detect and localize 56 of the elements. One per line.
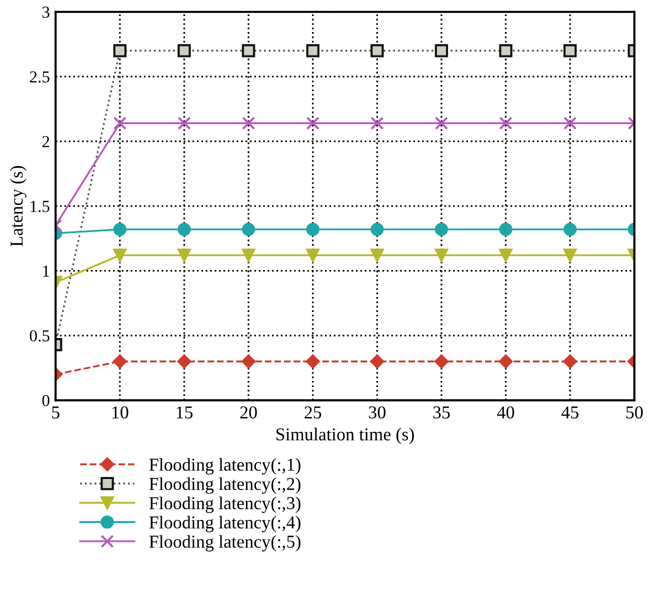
point — [370, 248, 384, 262]
legend-label: Flooding latency(:,4) — [149, 516, 300, 532]
y-tick-label: 0 — [42, 394, 50, 406]
point — [370, 222, 384, 236]
y-tick-label: 0.5 — [30, 330, 50, 342]
point — [242, 222, 256, 236]
point — [370, 116, 384, 130]
x-tick-label: 40 — [497, 406, 514, 419]
point — [113, 248, 126, 262]
point — [563, 354, 578, 368]
legend-label: Flooding latency(:,1) — [149, 458, 300, 475]
point — [306, 116, 320, 130]
point — [434, 116, 448, 130]
point — [177, 354, 192, 368]
x-tick-label: 15 — [176, 406, 193, 419]
point — [306, 222, 320, 236]
x-tick-label: 25 — [304, 406, 322, 419]
y-tick-label: 1.5 — [30, 200, 50, 212]
point — [499, 222, 512, 236]
point — [563, 222, 577, 236]
x-tick-label: 30 — [368, 406, 386, 419]
point — [434, 248, 448, 262]
point — [306, 354, 320, 368]
y-tick-label: 2 — [42, 136, 50, 148]
point — [563, 248, 577, 262]
point — [242, 354, 256, 368]
x-tick-label: 20 — [240, 406, 257, 419]
x-axis-title: Simulation time (s) — [276, 428, 414, 444]
x-tick-label: 45 — [561, 406, 578, 419]
y-tick-label: 1 — [43, 266, 50, 277]
point — [434, 222, 448, 236]
point — [113, 222, 126, 236]
point — [242, 248, 256, 262]
x-tick-label: 35 — [433, 406, 450, 419]
x-tick-label: 5 — [52, 406, 60, 419]
point — [498, 354, 513, 368]
legend-label: Flooding latency(:,3) — [149, 496, 300, 514]
point — [178, 248, 191, 262]
point — [434, 354, 448, 368]
y-tick-label: 2.5 — [30, 71, 50, 83]
point — [563, 116, 577, 130]
point — [370, 354, 384, 368]
point — [306, 248, 320, 262]
x-tick-label: 10 — [112, 406, 128, 419]
y-tick-label: 3 — [42, 6, 50, 18]
point — [178, 222, 191, 236]
x-tick-label: 50 — [626, 406, 643, 419]
point — [113, 116, 126, 130]
y-axis-title: Latency (s) — [10, 166, 26, 246]
point — [178, 116, 191, 130]
legend-label: Flooding latency(:,2) — [149, 477, 300, 494]
point — [499, 248, 512, 262]
point — [112, 354, 127, 368]
legend-label: Flooding latency(:,5) — [149, 535, 300, 552]
point — [499, 116, 512, 130]
point — [242, 116, 256, 130]
